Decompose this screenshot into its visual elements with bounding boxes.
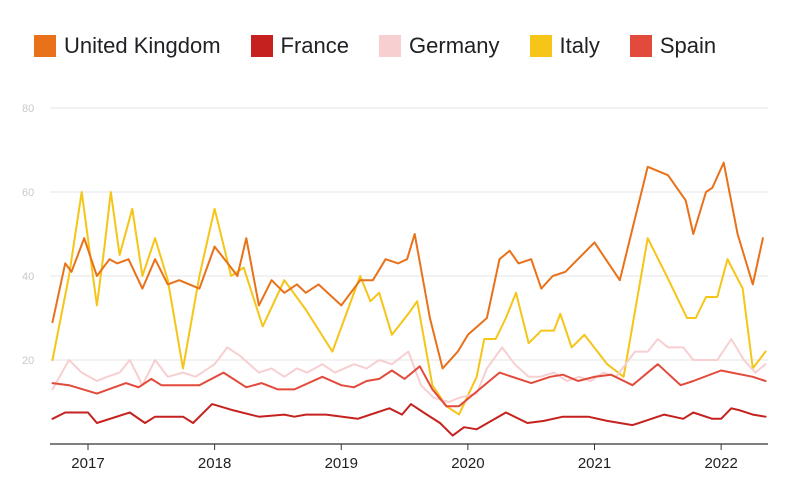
- x-tick-label: 2020: [451, 455, 484, 472]
- x-tick-label: 2018: [198, 455, 231, 472]
- legend-label: United Kingdom: [64, 33, 221, 58]
- series-line-germany: [51, 338, 767, 403]
- x-tick-label: 2017: [71, 455, 104, 472]
- legend-label: Italy: [559, 33, 600, 58]
- series-lines: [51, 161, 767, 437]
- legend-swatch: [34, 35, 56, 57]
- x-tick-label: 2019: [325, 455, 358, 472]
- legend-item-italy: Italy: [529, 33, 600, 59]
- legend-swatch: [379, 35, 402, 57]
- legend: United Kingdom France Germany Italy Spain: [34, 30, 716, 62]
- legend-label: France: [280, 33, 350, 58]
- legend-item-spain: Spain: [629, 33, 717, 59]
- series-line-united-kingdom: [51, 161, 764, 370]
- y-tick-label: 40: [22, 271, 34, 283]
- y-tick-label: 80: [22, 103, 34, 115]
- series-line-italy: [51, 191, 767, 416]
- x-tick-label: 2022: [704, 455, 737, 472]
- legend-label: Germany: [409, 33, 500, 58]
- x-tick-label: 2021: [578, 455, 611, 472]
- legend-swatch: [529, 35, 552, 57]
- grid-lines: [50, 107, 768, 361]
- legend-swatch: [629, 35, 652, 57]
- legend-label: Spain: [659, 33, 717, 58]
- legend-item-united-kingdom: United Kingdom: [34, 33, 221, 59]
- y-axis-ticks: 20 40 60 80: [22, 103, 34, 367]
- y-tick-label: 60: [22, 187, 34, 199]
- x-axis-ticks: 2017 2018 2019 2020 2021 2022: [71, 444, 738, 472]
- y-tick-label: 20: [22, 355, 34, 367]
- series-line-france: [51, 403, 767, 437]
- legend-item-germany: Germany: [379, 33, 500, 59]
- series-line-spain: [51, 363, 767, 408]
- legend-swatch: [250, 35, 273, 57]
- legend-item-france: France: [250, 33, 350, 59]
